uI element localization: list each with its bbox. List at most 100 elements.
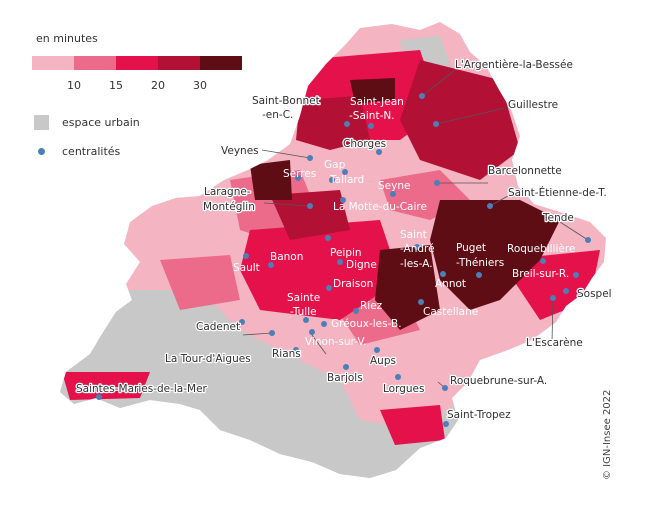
dot-vinon	[309, 329, 315, 335]
legend-swatch-4	[158, 56, 200, 70]
dot-tour-aigues	[269, 330, 275, 336]
copyright-note: © IGN-Insee 2022	[602, 389, 613, 480]
label-aups: Aups	[370, 355, 396, 367]
label-veynes: Veynes	[221, 145, 259, 157]
dot-tallard	[329, 177, 335, 183]
zone-over30-mercantour	[430, 200, 560, 310]
label-rians: Rians	[272, 348, 301, 360]
dot-seyne	[390, 191, 396, 197]
label-guillestre: Guillestre	[508, 99, 558, 111]
zone-over30-buech	[250, 160, 292, 200]
dot-barjols	[343, 364, 349, 370]
zone-20min-camargue	[62, 372, 150, 400]
legend-swatch-3	[116, 56, 158, 70]
dot-saint-etienne	[487, 203, 493, 209]
label-riez: Riez	[360, 300, 383, 312]
label-lescarene: L'Escarène	[526, 337, 583, 349]
dot-annot	[440, 271, 446, 277]
label-saint-andre-3: -les-A.	[400, 258, 433, 270]
label-greoux: Gréoux-les-B.	[331, 318, 402, 330]
label-sospel: Sospel	[577, 288, 612, 300]
label-peipin: Peipin	[330, 247, 362, 259]
legend-unit-label: en minutes	[36, 32, 98, 45]
city-labels: L'Argentière-la-Bessée Guillestre Saint-…	[75, 58, 613, 423]
dot-sospel	[563, 288, 569, 294]
label-saint-bonnet-1: Saint-Bonnet	[252, 95, 320, 107]
legend-urban-swatch	[34, 115, 49, 130]
dot-cadenet	[239, 319, 245, 325]
dot-peipin	[325, 235, 331, 241]
legend-swatch-1	[32, 56, 74, 70]
dot-banon	[268, 262, 274, 268]
legend-tick-15: 15	[109, 79, 123, 92]
dot-veynes	[307, 155, 313, 161]
legend-urban-label: espace urbain	[62, 116, 140, 129]
label-draison: Draison	[333, 278, 373, 290]
dot-barcelonnette	[434, 180, 440, 186]
label-saint-andre-2: -André	[400, 243, 435, 255]
dot-saintes-maries	[96, 394, 102, 400]
dot-puget	[476, 272, 482, 278]
urban-area-avignon	[90, 300, 200, 360]
label-roquebrune: Roquebrune-sur-A.	[450, 375, 547, 387]
dot-greoux	[321, 321, 327, 327]
label-cadenet: Cadenet	[196, 321, 240, 333]
dot-riez	[353, 308, 359, 314]
zone-10min-var	[360, 340, 460, 400]
label-saint-andre-1: Saint	[400, 229, 427, 241]
legend-centrality-dot	[38, 148, 45, 155]
label-saintes-maries: Saintes-Maries-de-la-Mer	[76, 383, 208, 395]
label-lorgues: Lorgues	[383, 383, 424, 395]
zone-10min-west	[150, 190, 250, 250]
dot-castellane	[418, 299, 424, 305]
label-roquebilliere: Roquebillière	[507, 243, 575, 255]
dot-gap	[342, 169, 348, 175]
dot-roquebrune	[442, 385, 448, 391]
legend-centrality-label: centralités	[62, 145, 121, 158]
label-chorges: Chorges	[343, 138, 386, 150]
label-tende: Tende	[542, 212, 574, 224]
label-annot: Annot	[435, 278, 466, 290]
label-digne: Digne	[346, 259, 377, 271]
dot-saint-andre	[414, 244, 420, 250]
dot-laragne	[307, 203, 313, 209]
dot-serres	[295, 175, 301, 181]
dot-saint-bonnet	[344, 121, 350, 127]
label-saint-bonnet-2: -en-C.	[262, 109, 293, 121]
label-tour-aigues: La Tour-d'Aigues	[165, 353, 251, 365]
dot-draison	[326, 285, 332, 291]
dot-sault	[243, 253, 249, 259]
label-saint-tropez: Saint-Tropez	[447, 409, 511, 421]
legend-swatch-5	[200, 56, 242, 70]
label-sault: Sault	[233, 262, 260, 274]
dot-tende	[585, 237, 591, 243]
dot-sainte-tulle	[303, 317, 309, 323]
zone-15min-3	[160, 255, 240, 310]
label-saint-jean-1: Saint-Jean	[350, 96, 404, 108]
label-castellane: Castellane	[423, 306, 478, 318]
label-serres: Serres	[283, 168, 316, 180]
label-tallard: Tallard	[329, 174, 364, 186]
dot-aups	[374, 347, 380, 353]
dot-rians	[293, 347, 299, 353]
label-seyne: Seyne	[378, 180, 410, 192]
legend-tick-30: 30	[193, 79, 207, 92]
dot-breil	[573, 272, 579, 278]
dot-saint-jean	[368, 123, 374, 129]
label-saint-jean-2: -Saint-N.	[349, 110, 395, 122]
leader-lines	[242, 69, 589, 389]
zone-20min-coast	[380, 405, 445, 445]
zone-30min-devoluy	[296, 96, 370, 150]
label-argentiere: L'Argentière-la-Bessée	[455, 59, 573, 71]
zone-30min-baronnies	[270, 190, 350, 240]
centrality-dots	[96, 93, 591, 427]
dot-saint-tropez	[443, 421, 449, 427]
label-saint-etienne: Saint-Étienne-de-T.	[508, 186, 607, 199]
label-sainte-tulle-2: -Tulle	[290, 306, 317, 318]
legend-tick-10: 10	[67, 79, 81, 92]
label-vinon: Vinon-sur-V.	[305, 336, 367, 348]
legend-tick-20: 20	[151, 79, 165, 92]
label-puget-1: Puget	[456, 242, 486, 254]
